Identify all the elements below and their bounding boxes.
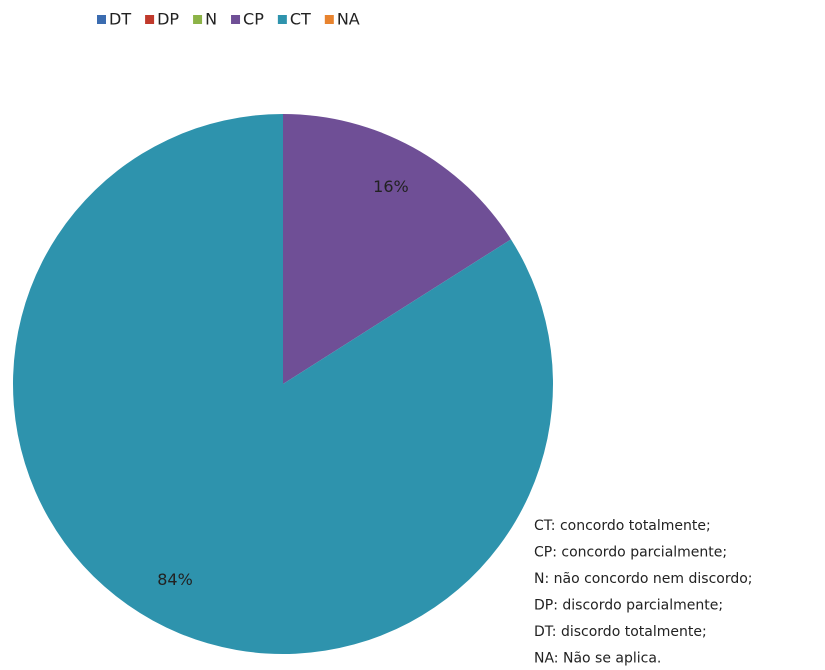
annotation: CT: concordo totalmente; bbox=[534, 518, 711, 534]
data-label: 16% bbox=[373, 177, 409, 196]
legend-swatch bbox=[145, 15, 155, 24]
legend-swatch bbox=[324, 15, 334, 24]
pie-slice bbox=[12, 114, 553, 654]
legend-label: CT bbox=[290, 10, 311, 29]
legend-swatch bbox=[193, 15, 203, 24]
annotation: N: não concordo nem discordo; bbox=[534, 571, 753, 587]
legend-label: DT bbox=[109, 10, 131, 29]
legend-swatch bbox=[231, 15, 241, 24]
data-label: 84% bbox=[157, 570, 193, 589]
annotation: NA: Não se aplica. bbox=[534, 651, 661, 667]
annotation: DP: discordo parcialmente; bbox=[534, 598, 723, 614]
annotation: DT: discordo totalmente; bbox=[534, 624, 707, 640]
legend-label: DP bbox=[157, 10, 179, 29]
legend-label: NA bbox=[337, 10, 360, 29]
legend-swatch bbox=[277, 15, 287, 24]
pie-slice bbox=[283, 114, 511, 384]
legend-swatch bbox=[97, 15, 106, 24]
annotation: CP: concordo parcialmente; bbox=[534, 545, 727, 561]
legend-label: CP bbox=[243, 10, 264, 29]
legend-label: N bbox=[205, 10, 217, 29]
